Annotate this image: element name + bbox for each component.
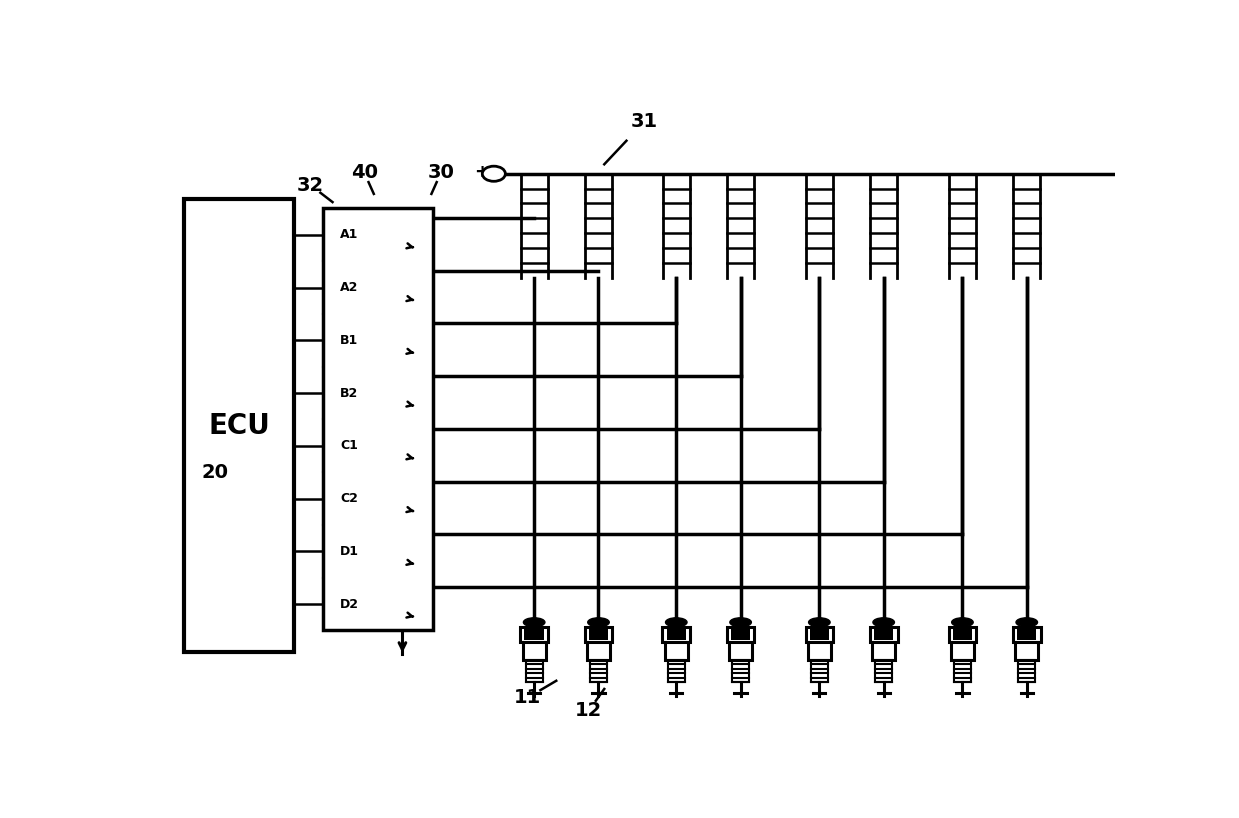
- Text: 20: 20: [202, 464, 229, 483]
- Bar: [805, 627, 833, 641]
- Bar: [1015, 641, 1038, 659]
- Ellipse shape: [730, 618, 751, 627]
- Bar: [589, 628, 608, 640]
- Bar: [949, 627, 976, 641]
- Ellipse shape: [952, 618, 973, 627]
- Text: B2: B2: [341, 387, 358, 399]
- Text: +: +: [473, 164, 489, 182]
- Bar: [875, 659, 892, 682]
- Bar: [523, 641, 545, 659]
- Text: C2: C2: [341, 492, 358, 505]
- Text: 40: 40: [351, 163, 378, 182]
- Ellipse shape: [587, 618, 610, 627]
- Bar: [809, 628, 829, 640]
- Bar: [183, 199, 294, 653]
- Bar: [870, 627, 897, 641]
- Bar: [732, 659, 750, 682]
- Bar: [950, 641, 974, 659]
- Bar: [665, 641, 688, 659]
- Text: D1: D1: [341, 545, 359, 558]
- Bar: [663, 627, 690, 641]
- Bar: [810, 659, 828, 682]
- Bar: [668, 659, 685, 682]
- Bar: [590, 659, 607, 682]
- Text: 32: 32: [297, 176, 323, 195]
- Text: ECU: ECU: [208, 411, 270, 440]
- Ellipse shape: [665, 618, 688, 627]
- Text: 31: 31: [631, 112, 658, 131]
- Ellipse shape: [809, 618, 830, 627]
- Bar: [1018, 659, 1036, 682]
- Bar: [525, 659, 543, 682]
- Circle shape: [482, 166, 506, 182]
- Ellipse shape: [873, 618, 895, 627]
- Bar: [873, 628, 893, 640]
- Text: D2: D2: [341, 597, 359, 610]
- Bar: [524, 628, 544, 640]
- Bar: [520, 627, 548, 641]
- Bar: [953, 628, 973, 640]
- Bar: [731, 628, 751, 640]
- Bar: [729, 641, 752, 659]
- Text: 12: 12: [575, 701, 602, 720]
- Bar: [587, 641, 610, 659]
- Bar: [954, 659, 971, 682]
- Text: 30: 30: [427, 163, 455, 182]
- Bar: [667, 628, 686, 640]
- Bar: [585, 627, 612, 641]
- Bar: [323, 209, 434, 631]
- Ellipse shape: [523, 618, 545, 627]
- Bar: [808, 641, 831, 659]
- Text: 11: 11: [514, 688, 541, 708]
- Bar: [727, 627, 755, 641]
- Text: C1: C1: [341, 439, 358, 452]
- Ellipse shape: [1016, 618, 1037, 627]
- Bar: [1017, 628, 1037, 640]
- Text: B1: B1: [341, 334, 358, 347]
- Text: A2: A2: [341, 281, 358, 294]
- Text: A1: A1: [341, 228, 358, 241]
- Bar: [872, 641, 896, 659]
- Bar: [1014, 627, 1041, 641]
